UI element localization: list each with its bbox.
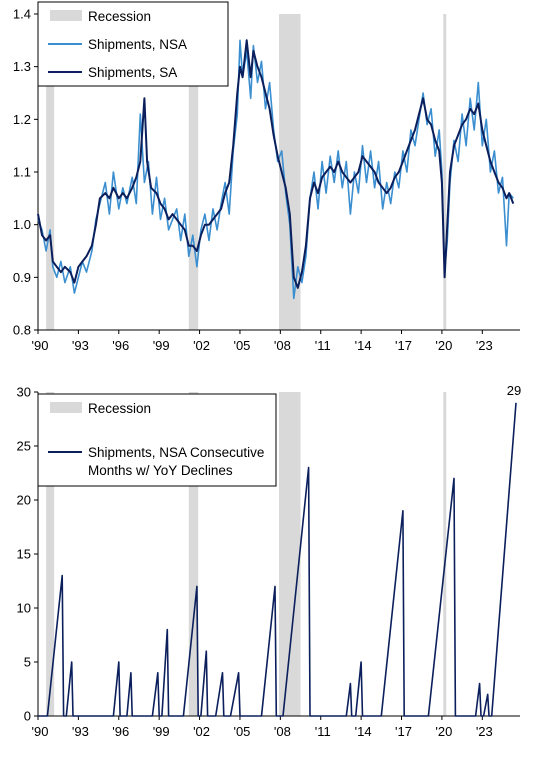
x-tick-label: '11 — [315, 338, 331, 353]
x-tick-label: '14 — [355, 338, 372, 353]
y-tick-label: 1.2 — [13, 112, 31, 127]
y-tick-label: 25 — [17, 439, 31, 454]
x-tick-label: '20 — [435, 338, 452, 353]
recession-band — [188, 392, 199, 716]
x-tick-label: '17 — [395, 338, 412, 353]
x-tick-label: '05 — [233, 724, 250, 739]
bottom-chart-consecutive-declines: 0 5 10 15 20 25 30 '90 '93 '96 '99 '02 '05 '08 '11 '14 '… — [17, 383, 522, 739]
y-tick-label: 1.4 — [13, 7, 31, 22]
x-tick-label: '20 — [435, 724, 452, 739]
legend-label: Shipments, NSA — [88, 37, 187, 52]
x-tick-label: '08 — [274, 338, 291, 353]
x-tick-label: '02 — [193, 724, 210, 739]
legend-label: Shipments, SA — [88, 65, 177, 80]
x-tick-label: '96 — [112, 338, 129, 353]
x-tick-label: '14 — [355, 724, 372, 739]
x-tick-label: '99 — [153, 338, 170, 353]
series-line — [38, 402, 517, 717]
x-tick-label: '93 — [72, 338, 89, 353]
y-tick-label: 20 — [17, 493, 31, 508]
y-tick-label: 0.9 — [13, 270, 31, 285]
series-line — [37, 39, 514, 300]
x-tick-label: '05 — [233, 338, 250, 353]
recession-band — [279, 14, 301, 330]
x-tick-label: '08 — [274, 724, 291, 739]
recession-band — [443, 14, 447, 330]
recession-band — [188, 14, 199, 330]
x-tick-label: '96 — [112, 724, 129, 739]
y-tick-label: 0 — [24, 709, 31, 724]
x-tick-label: '90 — [32, 724, 49, 739]
y-tick-label: 15 — [17, 547, 31, 562]
y-tick-label: 1.3 — [13, 59, 31, 74]
x-tick-label: '99 — [153, 724, 170, 739]
legend-label: Recession — [88, 9, 151, 24]
top-chart-shipments: 0.8 0.9 1.0 1.1 1.2 1.3 1.4 '90 '93 '96 '99 '02 '05 '… — [13, 1, 520, 353]
x-tick-label: '90 — [32, 338, 49, 353]
x-tick-label: '23 — [476, 338, 493, 353]
y-tick-label: 1.1 — [13, 165, 31, 180]
y-tick-label: 30 — [17, 385, 31, 400]
y-tick-label: 0.8 — [13, 323, 31, 338]
legend-label: Shipments, NSA Consecutive Months w/ YoY … — [88, 445, 264, 478]
recession-band — [443, 392, 447, 716]
x-tick-label: '23 — [476, 724, 493, 739]
recession-band — [46, 392, 55, 716]
x-tick-label: '11 — [315, 724, 331, 739]
y-tick-label: 1.0 — [13, 217, 31, 232]
legend-label: Recession — [88, 401, 151, 416]
x-tick-label: '93 — [72, 724, 89, 739]
series-line — [37, 39, 515, 289]
y-tick-label: 5 — [24, 655, 31, 670]
x-tick-label: '02 — [193, 338, 210, 353]
recession-band — [279, 392, 301, 716]
legend-swatch-recession — [50, 10, 82, 21]
x-tick-label: '17 — [395, 724, 412, 739]
legend-swatch-recession — [50, 402, 82, 413]
y-tick-label: 10 — [17, 601, 31, 616]
data-label-last: 29 — [507, 383, 521, 398]
recession-band — [46, 14, 55, 330]
